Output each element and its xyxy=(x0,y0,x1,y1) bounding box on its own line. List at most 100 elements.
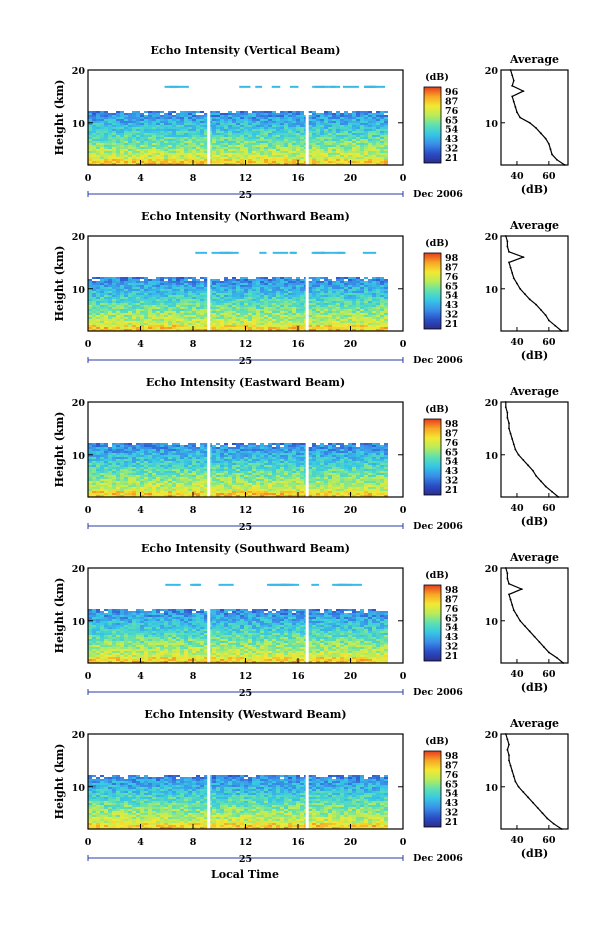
heatmap-cell xyxy=(292,325,296,327)
heatmap-cell xyxy=(176,317,180,319)
heatmap-cell xyxy=(236,327,240,329)
heatmap-cell xyxy=(204,459,208,461)
heatmap-cell xyxy=(268,319,272,321)
heatmap-cell xyxy=(216,155,220,157)
colorbar-tick-label: 32 xyxy=(445,144,458,155)
heatmap-cell xyxy=(132,317,136,319)
heatmap-cell xyxy=(344,137,348,139)
heatmap-cell xyxy=(300,147,304,149)
heatmap-cell xyxy=(100,325,104,327)
heatmap-cell xyxy=(172,477,176,479)
heatmap-cell xyxy=(280,293,284,295)
heatmap-cell xyxy=(248,305,252,307)
heatmap-cell xyxy=(124,121,128,123)
heatmap-cell xyxy=(268,161,272,163)
heatmap-cell xyxy=(200,483,204,485)
heatmap-cell xyxy=(128,455,132,457)
heatmap-cell xyxy=(116,487,120,489)
heatmap-cell xyxy=(164,483,168,485)
heatmap-cell xyxy=(140,297,144,299)
heatmap-cell xyxy=(336,329,340,331)
heatmap-cell xyxy=(148,317,152,319)
heatmap-cell xyxy=(200,467,204,469)
heatmap-cell xyxy=(288,143,292,145)
heatmap-cell xyxy=(196,111,200,113)
heatmap-cell xyxy=(112,147,116,149)
heatmap-cell xyxy=(200,159,204,161)
heatmap-cell xyxy=(148,473,152,475)
heatmap-cell xyxy=(308,291,312,293)
heatmap-cell xyxy=(168,469,172,471)
heatmap-cell xyxy=(376,287,380,289)
heatmap-cell xyxy=(288,125,292,127)
heatmap-cell xyxy=(292,301,296,303)
heatmap-cell xyxy=(108,307,112,309)
heatmap-cell xyxy=(300,153,304,155)
heatmap-cell xyxy=(316,149,320,151)
heatmap-cell xyxy=(296,131,300,133)
heatmap-cell xyxy=(148,143,152,145)
heatmap-cell xyxy=(176,453,180,455)
heatmap-cell xyxy=(360,161,364,163)
heatmap-cell xyxy=(156,151,160,153)
heatmap-cell xyxy=(288,313,292,315)
heatmap-cell xyxy=(300,307,304,309)
heatmap-cells xyxy=(88,251,388,331)
heatmap-cell xyxy=(196,287,200,289)
heatmap-cell xyxy=(368,149,372,151)
heatmap-cell xyxy=(204,121,208,123)
heatmap-cell xyxy=(284,117,288,119)
heatmap-cell xyxy=(168,277,172,279)
heatmap-cell xyxy=(268,313,272,315)
heatmap-cell xyxy=(128,323,132,325)
heatmap-cell xyxy=(244,305,248,307)
heatmap-cell xyxy=(136,283,140,285)
heatmap-cell xyxy=(124,143,128,145)
heatmap-cell xyxy=(108,305,112,307)
heatmap-cell xyxy=(196,323,200,325)
heatmap-cell xyxy=(188,135,192,137)
heatmap-cell xyxy=(280,161,284,163)
heatmap-cell xyxy=(284,139,288,141)
heatmap-cell xyxy=(192,459,196,461)
heatmap-cell xyxy=(340,307,344,309)
heatmap-cell xyxy=(140,161,144,163)
heatmap-cell xyxy=(192,141,196,143)
heatmap-cell xyxy=(128,479,132,481)
heatmap-cell xyxy=(260,153,264,155)
heatmap-cell xyxy=(352,309,356,311)
heatmap-cell xyxy=(312,113,316,115)
heatmap-cell xyxy=(312,111,316,113)
heatmap-cell xyxy=(348,119,352,121)
heatmap-cell xyxy=(112,317,116,319)
heatmap-cell xyxy=(172,123,176,125)
heatmap-cell xyxy=(96,485,100,487)
heatmap-cell xyxy=(188,287,192,289)
heatmap-cell xyxy=(148,479,152,481)
heatmap-cell xyxy=(156,455,160,457)
heatmap-cell xyxy=(148,161,152,163)
heatmap-cell xyxy=(344,303,348,305)
heatmap-cell xyxy=(92,133,96,135)
heatmap-cell xyxy=(348,151,352,153)
heatmap-cell xyxy=(280,137,284,139)
heatmap-cell xyxy=(188,313,192,315)
heatmap-cell xyxy=(372,147,376,149)
heatmap-cell xyxy=(376,317,380,319)
heatmap-cell xyxy=(144,291,148,293)
heatmap-cell xyxy=(96,449,100,451)
heatmap-cell xyxy=(252,309,256,311)
heatmap-cell xyxy=(312,85,325,88)
heatmap-cell xyxy=(156,495,160,497)
heatmap-cell xyxy=(252,285,256,287)
heatmap-cell xyxy=(140,317,144,319)
heatmap-cell xyxy=(240,143,244,145)
heatmap-cell xyxy=(284,319,288,321)
heatmap-cell xyxy=(211,251,222,254)
heatmap-cell xyxy=(204,293,208,295)
heatmap-cell xyxy=(148,281,152,283)
heatmap-cell xyxy=(152,303,156,305)
data-gap xyxy=(305,236,309,331)
heatmap-cell xyxy=(140,481,144,483)
heatmap-cell xyxy=(156,323,160,325)
